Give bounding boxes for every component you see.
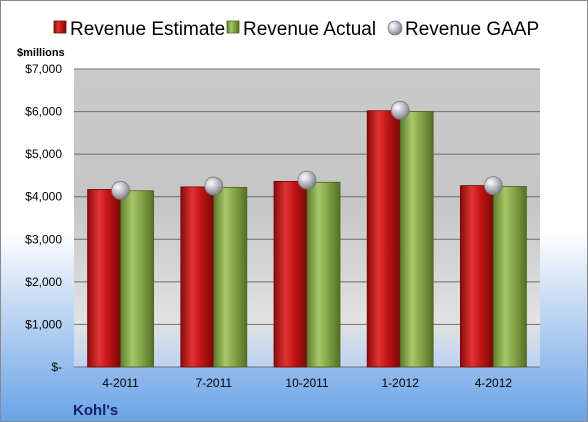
bar-revenue-actual [306, 181, 341, 368]
bars [87, 110, 527, 368]
gaap-markers [111, 100, 503, 200]
y-tick-label: $2,000 [25, 275, 62, 289]
marker-revenue-gaap [390, 100, 410, 120]
marker-revenue-gaap [204, 176, 224, 196]
y-tick-label: $3,000 [25, 232, 62, 246]
bar-revenue-estimate [273, 180, 308, 368]
bar-revenue-actual [399, 111, 434, 368]
marker-revenue-gaap [297, 170, 317, 190]
legend-label-revenue-gaap: Revenue GAAP [405, 19, 539, 40]
marker-revenue-gaap [483, 176, 503, 196]
y-tick-label: $1,000 [25, 317, 62, 331]
y-axis-tick-labels: $- $1,000 $2,000 $3,000 $4,000 $5,000 $6,000 $7… [25, 62, 62, 374]
y-axis-unit-label: $millions [17, 47, 65, 59]
x-tick-label: 4-2012 [475, 376, 513, 390]
bar-revenue-actual [120, 190, 154, 368]
y-tick-label: $6,000 [25, 105, 62, 119]
y-tick-label: $7,000 [25, 62, 62, 76]
x-tick-label: 1-2012 [382, 376, 420, 390]
x-axis-tick-labels: 4-2011 7-2011 10-2011 1-2012 4-2012 [102, 376, 512, 390]
bar-revenue-actual [492, 186, 527, 368]
bar-revenue-estimate [87, 189, 121, 368]
y-tick-label: $- [51, 360, 62, 374]
legend-swatch-revenue-estimate [53, 20, 67, 34]
bar-revenue-estimate [366, 110, 401, 368]
marker-revenue-gaap [111, 180, 130, 200]
y-tick-label: $5,000 [25, 147, 62, 161]
y-tick-label: $4,000 [25, 190, 62, 204]
legend-swatch-revenue-actual [226, 20, 240, 34]
legend-label-revenue-estimate: Revenue Estimate [70, 19, 225, 40]
x-tick-label: 4-2011 [102, 376, 139, 390]
legend: Revenue Estimate Revenue Actual Revenue GA… [53, 19, 539, 40]
bar-revenue-actual [213, 186, 248, 368]
legend-swatch-revenue-gaap [387, 20, 403, 36]
x-tick-label: 7-2011 [196, 376, 233, 390]
company-label: Kohl's [73, 402, 118, 419]
bar-revenue-estimate [459, 185, 494, 368]
x-tick-label: 10-2011 [285, 376, 328, 390]
bar-revenue-estimate [180, 186, 215, 368]
legend-label-revenue-actual: Revenue Actual [243, 19, 376, 40]
